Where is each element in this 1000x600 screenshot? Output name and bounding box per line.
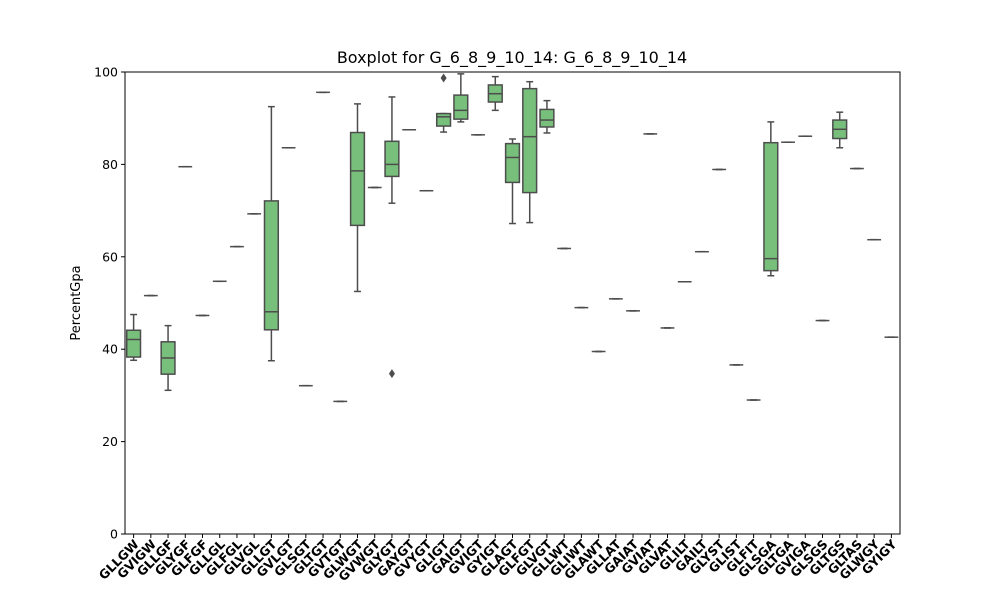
box-series [125,73,899,403]
box-gyigt [487,75,503,112]
box-body [539,108,555,128]
box-glwgt [349,103,366,293]
box-gligt [435,73,452,133]
box-body [263,200,280,331]
box-body [384,140,400,178]
box-body [435,112,452,127]
y-tick-label: 100 [94,65,118,80]
box-gllgw [125,313,142,362]
box-body [504,142,521,184]
y-tick-label: 20 [102,434,118,449]
outlier-point [388,369,395,379]
box-body [453,94,469,120]
box-body [125,329,142,358]
y-axis-label: PercentGpa [69,265,84,340]
y-tick-label: 60 [102,249,118,264]
box-body [763,141,779,272]
box-glygt [384,96,400,379]
box-gllgf [160,324,176,392]
box-body [349,131,366,227]
box-glvgt [539,99,555,134]
box-body [522,87,538,194]
chart-title: Boxplot for G_6_8_9_10_14: G_6_8_9_10_14 [337,48,687,68]
box-glsga [763,121,779,277]
box-glfgt [522,80,538,224]
box-gllgt [263,105,280,362]
y-axis: 0 20 40 60 80 100 [94,65,125,542]
outlier-point [440,73,447,83]
box-gaigt [453,73,469,123]
plot-area-frame [124,71,901,535]
y-tick-label: 0 [110,527,118,542]
y-tick-label: 80 [102,157,118,172]
box-glagt [504,138,521,225]
box-gltgs [832,111,848,149]
y-tick-label: 40 [102,342,118,357]
